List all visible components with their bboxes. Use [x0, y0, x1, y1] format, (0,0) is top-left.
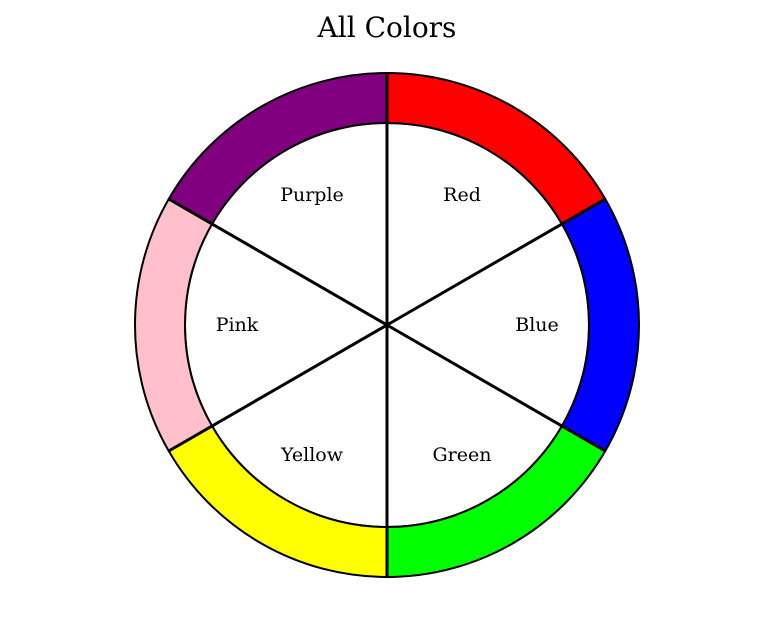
segment-label-pink: Pink: [216, 314, 259, 336]
segment-dividers: [168, 73, 606, 577]
segment-label-yellow: Yellow: [280, 444, 344, 466]
segment-label-purple: Purple: [280, 184, 344, 206]
divider-line: [168, 323, 388, 453]
segment-label-red: Red: [443, 184, 481, 206]
segment-label-green: Green: [433, 444, 492, 466]
segment-label-blue: Blue: [515, 314, 559, 336]
divider-line: [386, 197, 606, 327]
divider-line: [168, 197, 388, 327]
segment-labels: Red Blue Green Yellow Pink Purple: [216, 184, 559, 466]
diagram-title: All Colors: [317, 11, 457, 44]
color-ring: [134, 71, 640, 579]
divider-line: [386, 323, 606, 453]
